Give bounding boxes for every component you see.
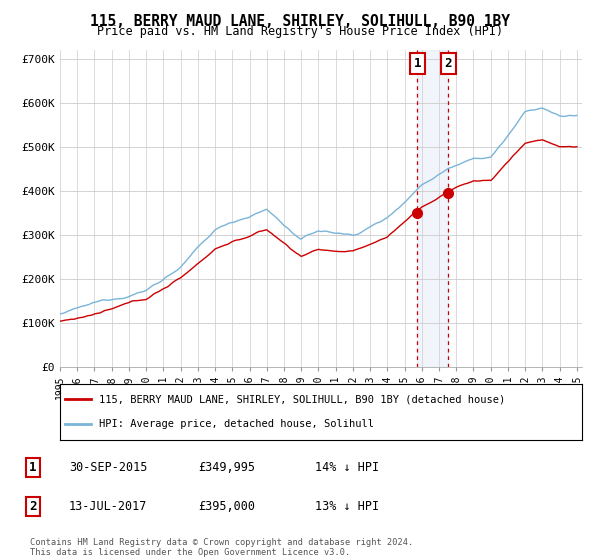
Text: 2: 2 — [445, 57, 452, 70]
Text: 1: 1 — [414, 57, 421, 70]
Text: HPI: Average price, detached house, Solihull: HPI: Average price, detached house, Soli… — [99, 419, 374, 429]
Text: 115, BERRY MAUD LANE, SHIRLEY, SOLIHULL, B90 1BY (detached house): 115, BERRY MAUD LANE, SHIRLEY, SOLIHULL,… — [99, 394, 505, 404]
Text: 13% ↓ HPI: 13% ↓ HPI — [315, 500, 379, 514]
Text: 13-JUL-2017: 13-JUL-2017 — [69, 500, 148, 514]
Text: 2: 2 — [29, 500, 37, 514]
Text: 30-SEP-2015: 30-SEP-2015 — [69, 461, 148, 474]
Text: £349,995: £349,995 — [198, 461, 255, 474]
Text: Contains HM Land Registry data © Crown copyright and database right 2024.
This d: Contains HM Land Registry data © Crown c… — [30, 538, 413, 557]
Bar — [418, 50, 448, 367]
Text: £395,000: £395,000 — [198, 500, 255, 514]
Text: 1: 1 — [29, 461, 37, 474]
Text: 14% ↓ HPI: 14% ↓ HPI — [315, 461, 379, 474]
Text: 115, BERRY MAUD LANE, SHIRLEY, SOLIHULL, B90 1BY: 115, BERRY MAUD LANE, SHIRLEY, SOLIHULL,… — [90, 14, 510, 29]
Text: Price paid vs. HM Land Registry's House Price Index (HPI): Price paid vs. HM Land Registry's House … — [97, 25, 503, 38]
